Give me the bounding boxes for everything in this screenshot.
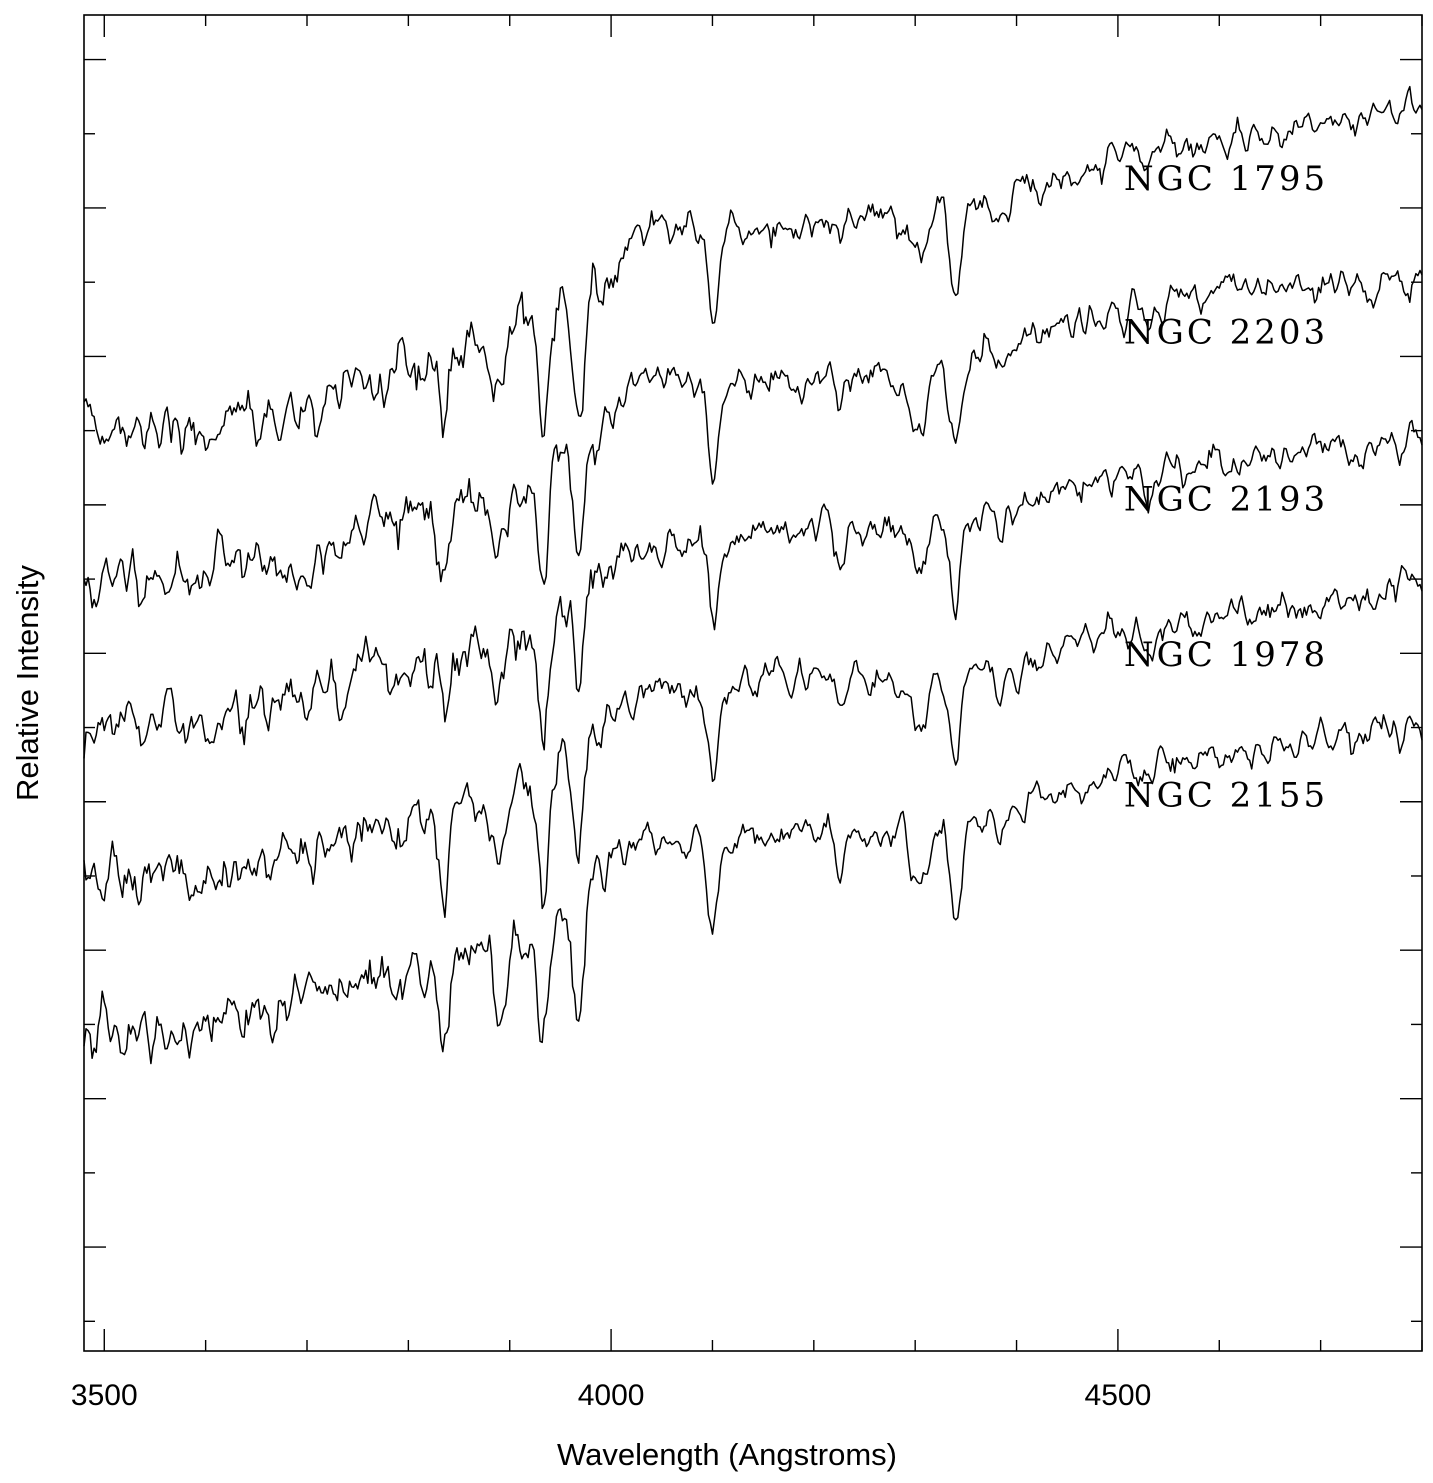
series-lines bbox=[83, 85, 1423, 1065]
x-tick-labels: 3500 4000 4500 bbox=[71, 1379, 1151, 1412]
y-axis-label: Relative Intensity bbox=[10, 564, 45, 801]
spectrum-line bbox=[83, 269, 1423, 609]
x-tick-label: 3500 bbox=[71, 1379, 138, 1412]
series-labels: NGC 1795 NGC 2203 NGC 2193 NGC 1978 NGC … bbox=[1124, 159, 1328, 816]
series-label: NGC 1978 bbox=[1124, 635, 1328, 675]
axis-ticks bbox=[84, 15, 1423, 1351]
series-label: NGC 1795 bbox=[1124, 159, 1328, 199]
series-label: NGC 2193 bbox=[1124, 480, 1328, 520]
spectrum-line bbox=[83, 85, 1423, 455]
x-tick-label: 4000 bbox=[578, 1379, 645, 1412]
x-axis-label: Wavelength (Angstroms) bbox=[557, 1437, 897, 1472]
series-label: NGC 2155 bbox=[1124, 776, 1328, 816]
series-label: NGC 2203 bbox=[1124, 312, 1328, 352]
spectrum-line bbox=[83, 564, 1423, 919]
plot-frame bbox=[83, 14, 1423, 1352]
x-tick-label: 4500 bbox=[1085, 1379, 1152, 1412]
spectrum-line bbox=[83, 714, 1423, 1065]
spectrum-line bbox=[83, 419, 1423, 759]
